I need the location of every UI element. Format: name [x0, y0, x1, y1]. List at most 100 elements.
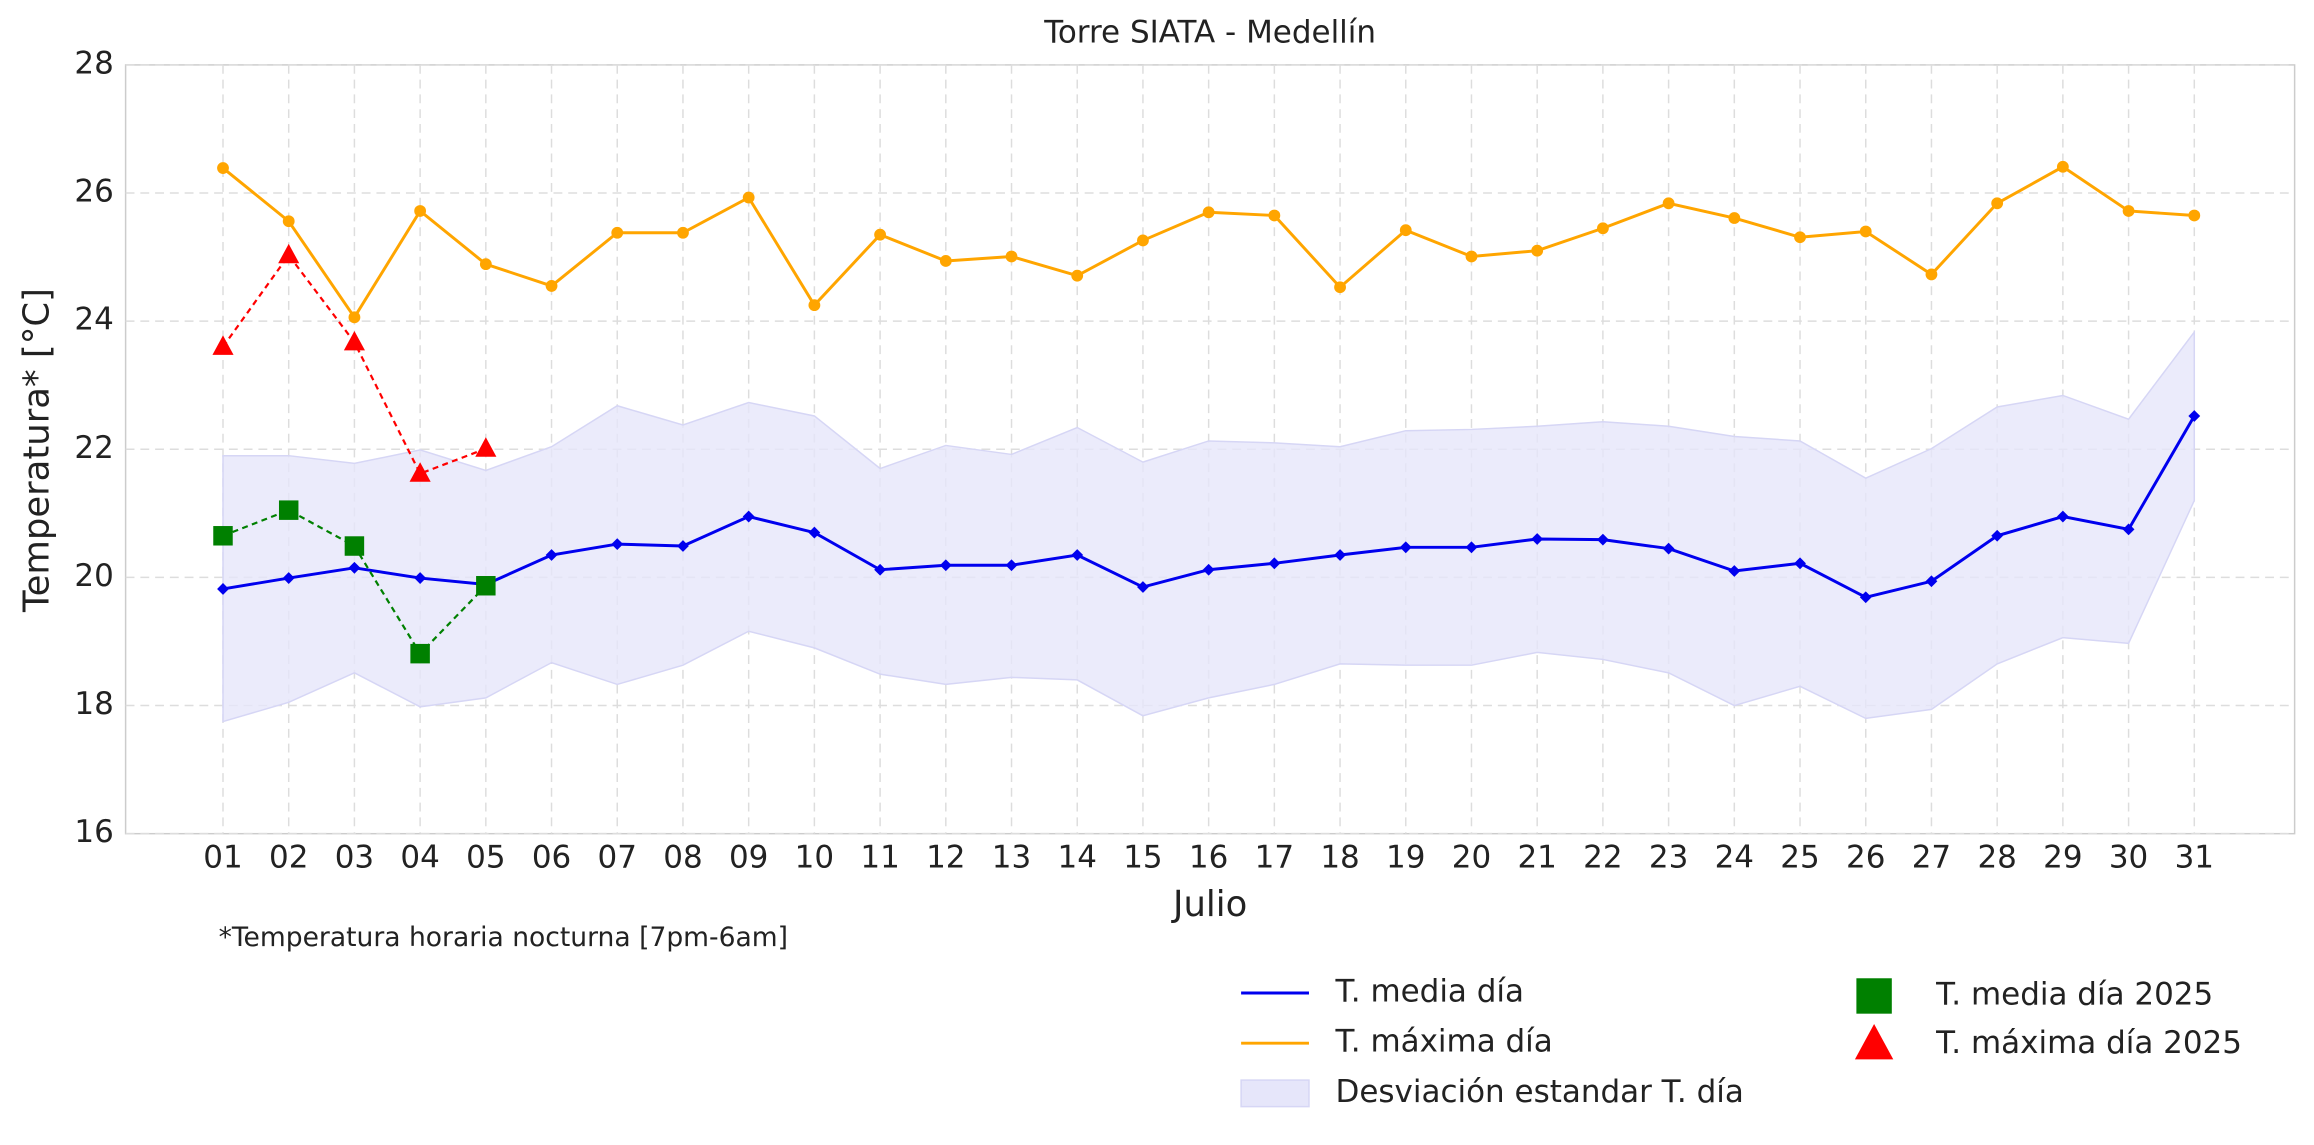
point — [1399, 541, 1412, 554]
point — [1728, 212, 1741, 224]
point — [1399, 224, 1412, 237]
legend-label: T. máxima día — [1335, 1024, 1553, 1060]
point — [414, 572, 427, 584]
point — [808, 526, 821, 539]
point — [344, 536, 365, 556]
point — [1268, 209, 1281, 222]
point — [278, 500, 299, 520]
y-tick-label: 24 — [74, 302, 113, 338]
y-tick-label: 26 — [74, 174, 113, 210]
point — [939, 559, 952, 572]
legend-label: T. media día — [1335, 974, 1524, 1010]
point — [808, 299, 821, 312]
y-tick-label: 28 — [74, 45, 113, 81]
x-tick-label: 13 — [992, 839, 1031, 875]
point — [414, 205, 427, 217]
point — [611, 226, 624, 239]
point — [2122, 205, 2135, 217]
point — [611, 538, 624, 551]
point — [348, 311, 361, 324]
point — [1531, 244, 1544, 257]
point — [1465, 250, 1478, 263]
point — [282, 215, 295, 228]
point — [1662, 542, 1675, 555]
point — [545, 549, 558, 561]
x-axis-label: Julio — [1171, 884, 1247, 925]
x-tick-label: 19 — [1386, 839, 1425, 875]
point — [545, 280, 558, 292]
x-tick-label: 29 — [2043, 839, 2082, 875]
point — [2056, 160, 2069, 173]
x-tick-label: 31 — [2175, 839, 2214, 875]
x-tick-label: 25 — [1780, 839, 1819, 875]
point — [1794, 557, 1806, 570]
x-tick-label: 18 — [1320, 839, 1359, 875]
x-tick-label: 04 — [400, 839, 439, 875]
x-tick-label: 22 — [1583, 839, 1622, 875]
x-tick-label: 26 — [1846, 839, 1885, 875]
x-tick-label: 16 — [1189, 839, 1228, 875]
legend-swatch — [1854, 1024, 1894, 1060]
std-band — [222, 329, 2196, 723]
x-tick-label: 07 — [598, 839, 637, 875]
point — [1137, 581, 1149, 593]
y-tick-label: 20 — [74, 558, 113, 594]
point — [1202, 563, 1215, 576]
point — [1662, 197, 1675, 210]
legend-label: T. media día 2025 — [1935, 976, 2213, 1012]
x-tick-label: 02 — [269, 839, 308, 875]
chart-title: Torre SIATA - Medellín — [1043, 14, 1376, 50]
x-tick-label: 10 — [795, 839, 834, 875]
point — [1005, 559, 1018, 572]
x-tick-label: 11 — [860, 839, 899, 875]
point — [1334, 281, 1346, 294]
point — [1465, 541, 1478, 554]
x-tick-label: 27 — [1912, 839, 1951, 875]
point — [1925, 268, 1938, 281]
point — [1268, 557, 1281, 570]
point — [2188, 410, 2201, 422]
point — [1794, 231, 1806, 244]
point — [677, 226, 689, 239]
x-tick-label: 03 — [335, 839, 374, 875]
legend-label: T. máxima día 2025 — [1935, 1025, 2242, 1061]
point — [217, 162, 229, 174]
point — [939, 255, 952, 267]
point — [874, 228, 886, 241]
point — [1596, 222, 1609, 235]
y-tick-label: 18 — [74, 686, 113, 722]
y-tick-label: 22 — [74, 430, 113, 466]
point — [217, 583, 229, 595]
point — [1596, 533, 1609, 546]
x-tick-label: 09 — [729, 839, 768, 875]
point — [1334, 549, 1346, 561]
point — [479, 258, 492, 271]
point — [409, 462, 431, 482]
y-axis-label: Temperatura* [°C] — [17, 288, 58, 613]
x-tick-label: 12 — [926, 839, 965, 875]
x-tick-label: 21 — [1517, 839, 1556, 875]
point — [1137, 234, 1149, 247]
point — [742, 191, 755, 204]
y-tick-label: 16 — [74, 814, 113, 850]
x-tick-label: 17 — [1255, 839, 1294, 875]
point — [1071, 269, 1084, 282]
annotation: *Temperatura horaria nocturna [7pm-6am] — [219, 922, 788, 953]
point — [1859, 225, 1872, 238]
point — [343, 330, 365, 351]
point — [1202, 206, 1215, 219]
point — [1005, 250, 1018, 263]
point — [2188, 209, 2201, 222]
point — [475, 437, 497, 457]
point — [282, 572, 295, 584]
point — [1859, 591, 1872, 604]
x-tick-label: 01 — [203, 839, 242, 875]
point — [212, 335, 234, 355]
point — [1071, 549, 1084, 561]
point — [742, 510, 755, 523]
point — [2122, 523, 2135, 536]
point — [410, 643, 430, 664]
point — [1728, 565, 1741, 577]
point — [1991, 529, 2004, 542]
